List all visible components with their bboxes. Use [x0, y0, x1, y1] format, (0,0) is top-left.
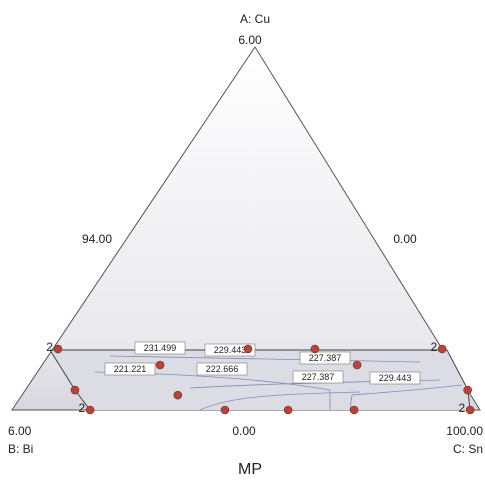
contour-label-box	[196, 362, 248, 376]
side-value: 0.00	[232, 424, 256, 438]
design-point	[53, 344, 63, 354]
contour-label-box	[104, 362, 156, 376]
vertex-label: A: Cu	[240, 12, 270, 26]
design-point	[310, 344, 320, 354]
contour-label: 229.443	[214, 345, 247, 355]
contour-line	[109, 355, 421, 363]
contour-label-box	[299, 351, 351, 365]
design-point	[349, 405, 359, 415]
design-point	[173, 390, 183, 400]
vertex-value: 6.00	[238, 33, 262, 47]
point-label: 2	[46, 340, 53, 354]
contour-label-box	[292, 370, 344, 384]
vertex-value: 6.00	[8, 424, 32, 438]
side-value: 0.00	[393, 232, 417, 246]
x-axis-title: MP	[238, 461, 262, 478]
design-point	[437, 344, 447, 354]
contour-line	[349, 384, 463, 411]
vertex-label: C: Sn	[453, 442, 483, 456]
contour-line	[199, 391, 361, 411]
point-label: 2	[458, 401, 465, 415]
contour-label-box	[204, 343, 256, 357]
contour-label: 231.499	[144, 343, 177, 353]
contour-label-box	[134, 341, 186, 355]
contour-label: 227.387	[302, 372, 335, 382]
contour-label: 222.666	[206, 364, 239, 374]
design-point	[70, 385, 80, 395]
contour-label: 221.221	[114, 364, 147, 374]
point-label: 2	[431, 340, 438, 354]
contour-label: 227.387	[309, 353, 342, 363]
contour-label: 229.443	[379, 373, 412, 383]
design-point	[85, 405, 95, 415]
design-point	[463, 385, 472, 395]
design-point	[243, 344, 253, 354]
contour-label-box	[369, 371, 421, 385]
design-point	[283, 405, 293, 415]
design-point	[155, 360, 165, 370]
design-point	[465, 405, 475, 415]
vertex-label: B: Bi	[8, 442, 33, 456]
design-point	[352, 360, 362, 370]
design-point	[220, 405, 230, 415]
vertex-value: 100.00	[446, 424, 483, 438]
side-value: 94.00	[82, 232, 112, 246]
point-label: 2	[78, 401, 85, 415]
